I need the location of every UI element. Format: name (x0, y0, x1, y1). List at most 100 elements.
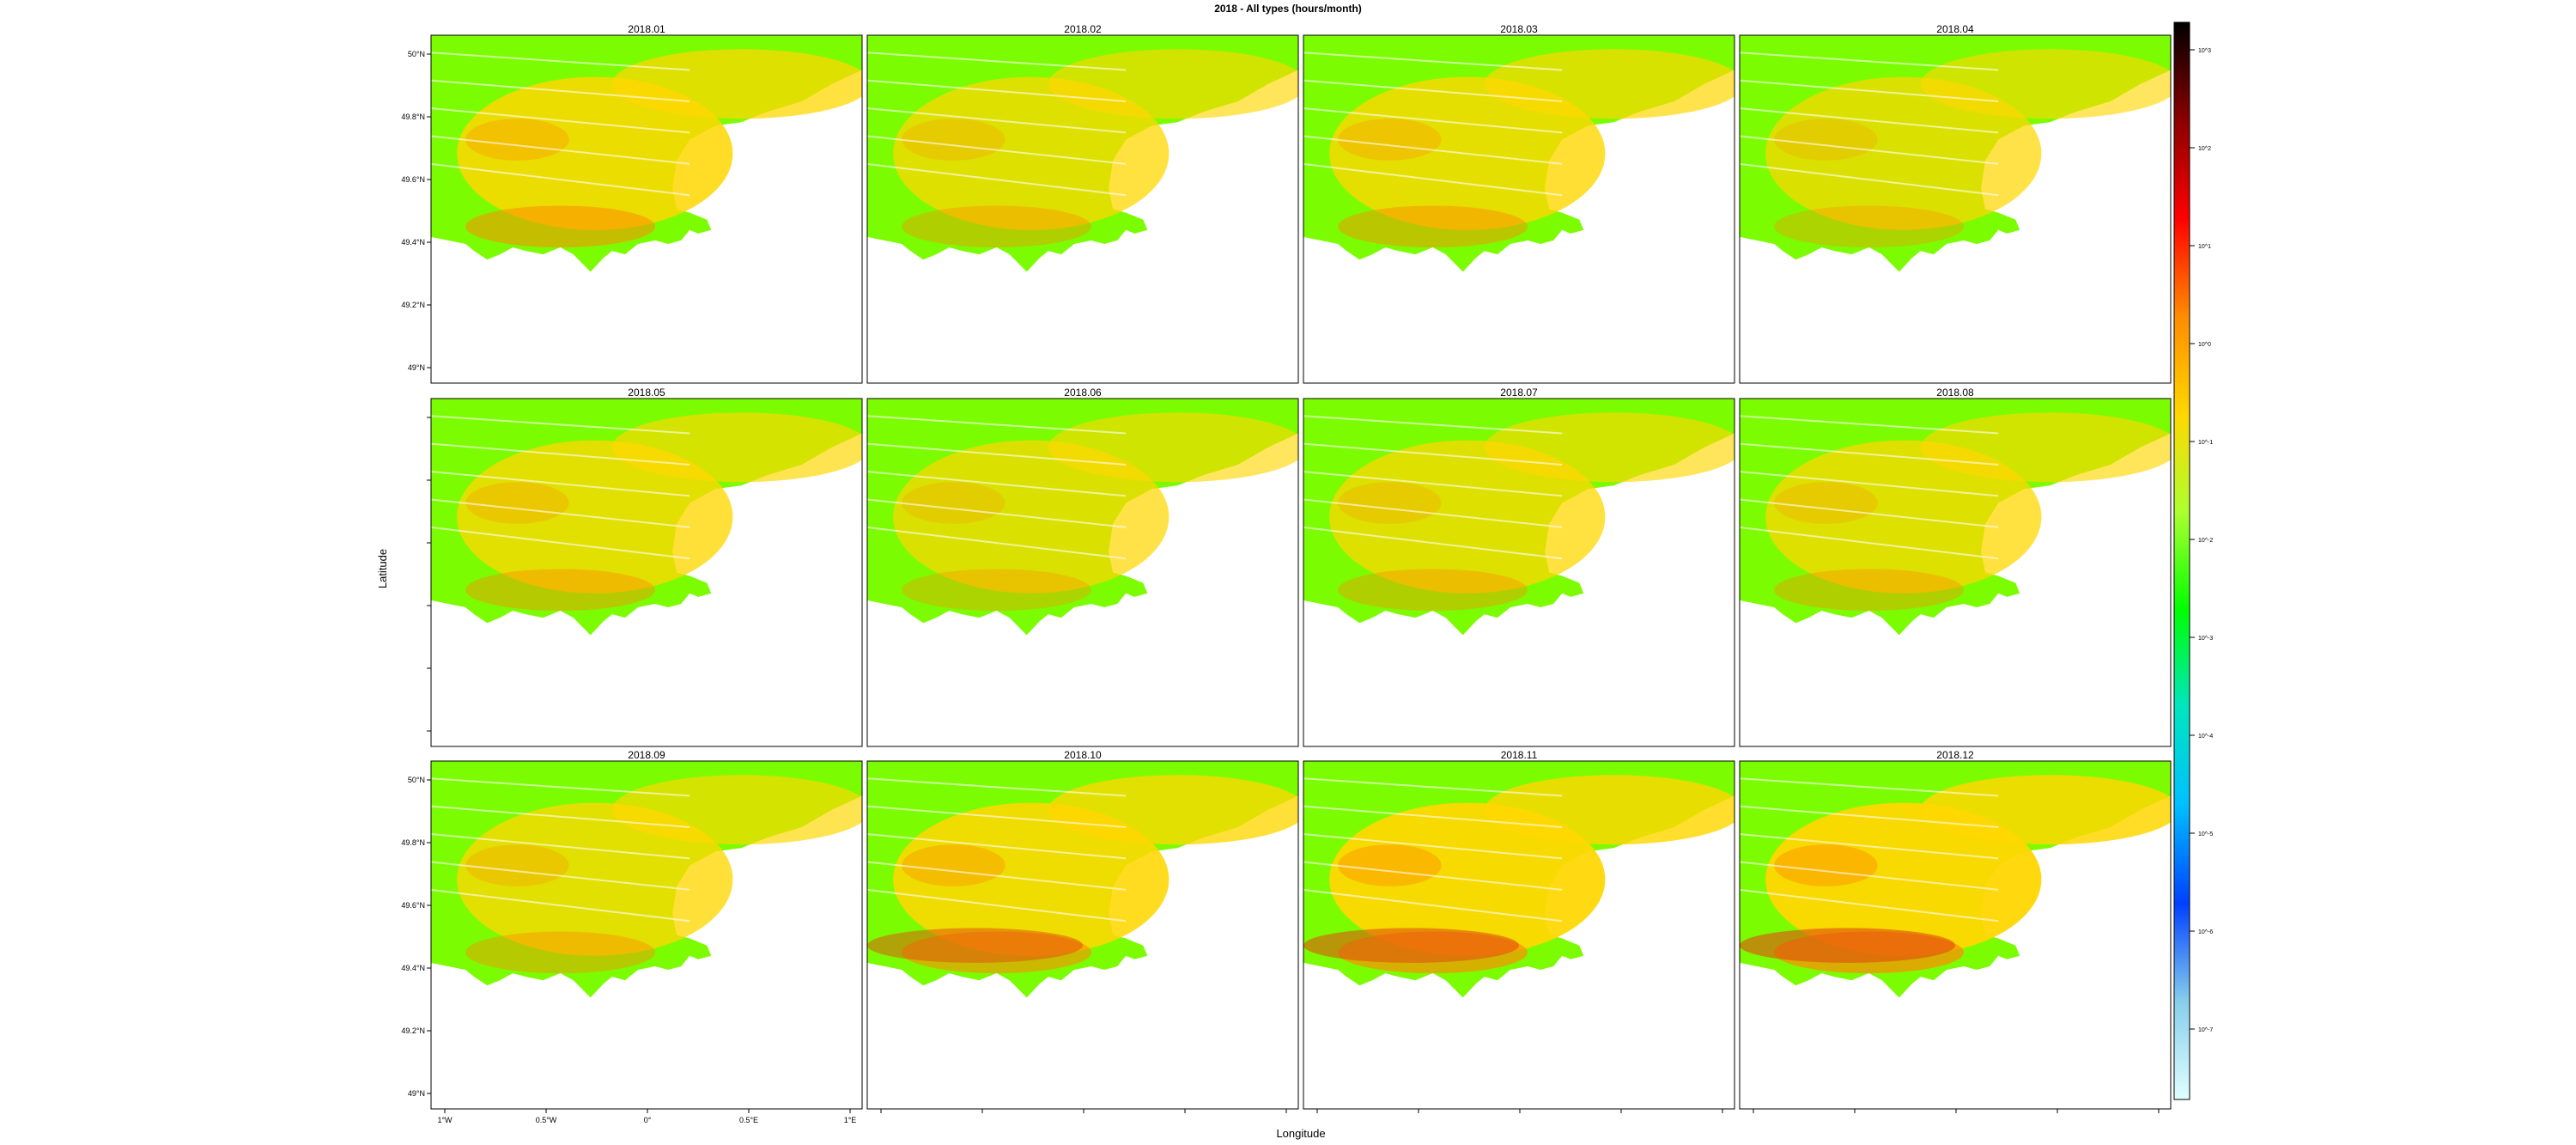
panel-frame (1303, 34, 1735, 384)
shipping-lane-gap (1303, 107, 1563, 134)
colorbar-tick-label: 10^-6 (2198, 929, 2213, 935)
shipping-lane-gap (867, 79, 1127, 102)
panel-map-body (431, 761, 862, 1109)
traffic-density-zone (465, 119, 569, 161)
shipping-lane-gap (1740, 833, 1999, 860)
shipping-lane-gap (1303, 442, 1563, 466)
traffic-density-zone (611, 775, 862, 845)
shipping-lane-gap (431, 526, 690, 560)
map-panel: 2018.04 (1739, 23, 2172, 384)
shipping-lane-gap (1303, 471, 1563, 497)
traffic-density-zone (1338, 569, 1528, 612)
colorbar-tick-label: 10^0 (2198, 342, 2211, 348)
shipping-lane-gap (1740, 861, 1999, 891)
shipping-lane-gap (867, 52, 1127, 71)
shipping-lane-gap (1303, 498, 1563, 528)
shipping-lane-gap (867, 471, 1127, 497)
lon-tick-label: 1°W (437, 1116, 453, 1124)
panel-title: 2018.06 (1064, 387, 1102, 399)
shipping-lane-gap (867, 442, 1127, 466)
panel-title: 2018.04 (1936, 23, 1974, 35)
panel-map-body (431, 35, 862, 383)
shipping-lane-gap (1740, 471, 1999, 497)
shipping-lane-gap (867, 415, 1127, 435)
panel-frame (1303, 398, 1735, 747)
panel-title: 2018.05 (628, 387, 665, 399)
map-panel: 2018.12 (1739, 749, 2172, 1113)
lat-tick-label: 50°N (408, 776, 425, 784)
traffic-density-zone (611, 49, 862, 119)
traffic-density-zone (1774, 482, 1878, 524)
panel-frame (866, 398, 1299, 747)
colorbar-tick-label: 10^-2 (2198, 538, 2213, 544)
lon-tick-label: 0.5°W (536, 1116, 557, 1124)
traffic-density-zone (902, 844, 1005, 886)
panel-frame (1739, 398, 2172, 747)
shipping-lane-gap (431, 79, 690, 102)
traffic-density-zone (1338, 482, 1442, 524)
panel-frame (1303, 760, 1735, 1110)
panel-title: 2018.08 (1936, 387, 1974, 399)
map-panel: 2018.02 (866, 23, 1299, 384)
shipping-lane-gap (867, 107, 1127, 134)
shipping-lane-gap (1740, 52, 1999, 71)
shipping-lane-gap (1740, 888, 1999, 923)
panel-map-body (1303, 399, 1735, 746)
shipping-lane-gap (1303, 52, 1563, 71)
panel-map-body (431, 399, 862, 746)
traffic-density-zone (1920, 412, 2171, 483)
colorbar-tick-label: 10^-5 (2198, 831, 2213, 837)
map-panel: 2018.08 (1739, 387, 2172, 747)
traffic-density-zone (611, 412, 862, 483)
shipping-lane-gap (431, 498, 690, 528)
traffic-density-zone (1920, 49, 2171, 119)
shipping-lane-gap (431, 135, 690, 165)
colorbar-gradient (2173, 21, 2190, 1100)
traffic-density-zone (1774, 844, 1878, 886)
traffic-density-zone (867, 928, 1083, 963)
lat-tick-label: 49°N (408, 363, 425, 372)
traffic-density-zone (902, 482, 1005, 524)
shipping-lane-gap (1740, 526, 1999, 560)
traffic-density-zone (1048, 775, 1298, 845)
traffic-density-zone (1048, 49, 1298, 119)
shipping-lane-gap (431, 415, 690, 435)
shipping-lane-gap (867, 526, 1127, 560)
shipping-lane-gap (431, 777, 690, 797)
traffic-density-zone (1920, 775, 2171, 845)
panel-frame (866, 760, 1299, 1110)
map-panel: 2018.09 50°N 49.8°N 49.6°N 49.4°N 49.2°N 49°N 1… (401, 749, 863, 1124)
shipping-lane-gap (1303, 805, 1563, 828)
shipping-lane-gap (867, 888, 1127, 923)
shipping-lane-gap (1303, 833, 1563, 860)
map-panel: 2018.11 (1303, 749, 1735, 1113)
figure-title: 2018 - All types (hours/month) (1214, 3, 1362, 15)
panel-map-body (1740, 35, 2171, 383)
panel-map-body (867, 399, 1298, 746)
colorbar-tick-label: 10^2 (2198, 146, 2211, 152)
shipping-lane-gap (867, 777, 1127, 797)
colorbar-tick-label: 10^-1 (2198, 440, 2213, 446)
shipping-lane-gap (1740, 162, 1999, 197)
shipping-lane-gap (431, 833, 690, 860)
lat-tick-label: 49°N (408, 1089, 425, 1098)
panel-frame (1739, 34, 2172, 384)
shipping-lane-gap (431, 471, 690, 497)
traffic-density-zone (902, 569, 1092, 612)
traffic-density-zone (1048, 412, 1298, 483)
shipping-lane-gap (431, 805, 690, 828)
colorbar-tick-label: 10^-7 (2198, 1027, 2213, 1033)
shipping-lane-gap (867, 805, 1127, 828)
panel-map-body (867, 35, 1298, 383)
traffic-density-zone (465, 569, 656, 612)
shipping-lane-gap (1740, 498, 1999, 528)
traffic-density-zone (1484, 49, 1735, 119)
traffic-density-zone (1303, 928, 1519, 963)
shipping-lane-gap (1303, 888, 1563, 923)
shipping-lane-gap (1303, 162, 1563, 197)
panel-frame (430, 398, 863, 747)
traffic-density-zone (1740, 928, 1955, 963)
panel-frame (866, 34, 1299, 384)
map-panel: 2018.06 (866, 387, 1299, 747)
